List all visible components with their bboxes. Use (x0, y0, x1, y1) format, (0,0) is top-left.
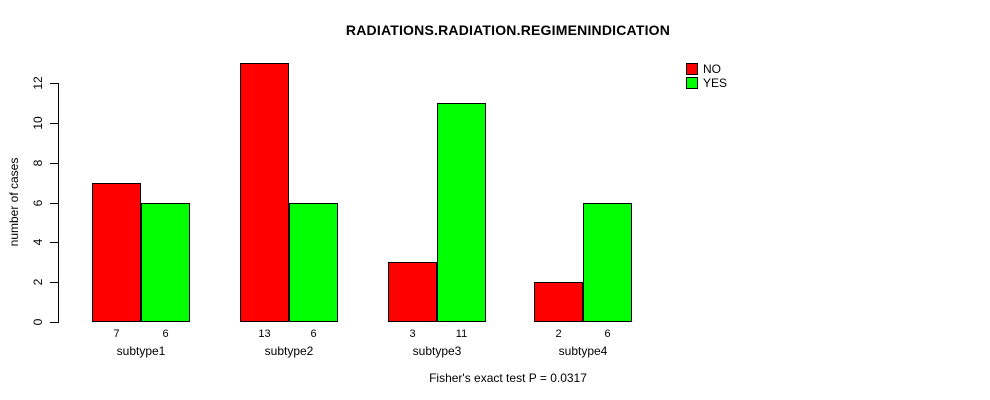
y-tick-label: 2 (31, 278, 45, 286)
bar-value-label: 6 (310, 328, 317, 340)
legend-item-no: NO (686, 62, 727, 76)
legend-label-yes: YES (703, 76, 728, 90)
y-tick-label: 10 (31, 116, 45, 130)
x-category-label: subtype3 (412, 344, 462, 358)
y-tick (50, 242, 58, 244)
y-tick (50, 282, 58, 284)
legend-item-yes: YES (686, 76, 727, 90)
bar-value-label: 13 (258, 328, 271, 340)
bar-value-label: 11 (455, 328, 468, 340)
y-tick (50, 122, 58, 124)
bar-value-label: 6 (162, 328, 169, 340)
footer-annotation: Fisher's exact test P = 0.0317 (429, 371, 587, 385)
bar-yes-subtype1 (141, 202, 190, 322)
bar-yes-subtype3 (437, 102, 486, 322)
y-tick (50, 322, 58, 323)
bar-no-subtype1 (92, 182, 141, 322)
y-tick (50, 83, 58, 84)
bar-value-label: 6 (604, 328, 611, 340)
bar-value-label: 2 (555, 328, 562, 340)
y-axis-line (58, 83, 59, 323)
y-tick (50, 162, 58, 164)
x-category-label: subtype2 (264, 344, 314, 358)
bar-no-subtype2 (240, 63, 289, 322)
bar-yes-subtype4 (583, 202, 632, 322)
bar-value-label: 7 (113, 328, 120, 340)
x-category-label: subtype1 (116, 344, 166, 358)
y-tick-label: 12 (31, 76, 45, 90)
x-category-label: subtype4 (558, 344, 608, 358)
legend-swatch-no (686, 63, 698, 75)
bar-value-label: 3 (409, 328, 416, 340)
bar-yes-subtype2 (289, 202, 338, 322)
y-tick-label: 6 (31, 199, 45, 206)
legend-label-no: NO (703, 62, 721, 76)
legend: NO YES (686, 62, 727, 90)
chart-title: RADIATIONS.RADIATION.REGIMENINDICATION (345, 22, 671, 38)
y-tick-label: 4 (31, 238, 45, 246)
y-axis-title: number of cases (7, 157, 21, 247)
y-tick-label: 0 (31, 318, 45, 326)
bar-no-subtype4 (534, 282, 583, 322)
legend-swatch-yes (686, 77, 698, 89)
y-tick-label: 8 (31, 159, 45, 166)
y-tick (50, 202, 58, 204)
bar-no-subtype3 (388, 262, 437, 322)
